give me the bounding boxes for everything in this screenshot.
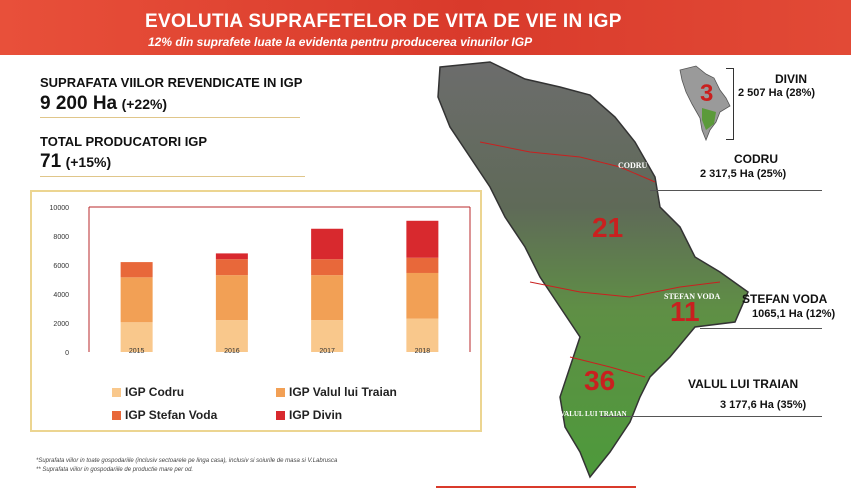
producers-value: 71 bbox=[40, 151, 62, 172]
producers-kpi-label: TOTAL PRODUCATORI IGP bbox=[40, 134, 208, 149]
map-number-valul-lui-traian: 36 bbox=[584, 365, 616, 396]
bar-segment bbox=[406, 272, 439, 319]
y-tick-label: 0 bbox=[65, 350, 69, 357]
y-tick-label: 2000 bbox=[53, 321, 69, 328]
footnote: ** Suprafata viilor in gospodariile de p… bbox=[36, 467, 194, 473]
map-number-stefan-voda: 11 bbox=[670, 296, 700, 327]
legend-label: IGP Divin bbox=[289, 408, 343, 422]
bar-segment bbox=[406, 257, 439, 273]
moldova-map bbox=[437, 61, 749, 479]
x-tick-label: 2017 bbox=[319, 348, 335, 355]
bar-segment bbox=[406, 318, 439, 352]
bar-segment bbox=[215, 253, 248, 260]
area-kpi-value: 9 200 Ha (+22%) bbox=[40, 93, 167, 115]
map-number-divin: 3 bbox=[700, 80, 714, 107]
bottom-accent bbox=[436, 486, 636, 488]
legend-label: IGP Codru bbox=[125, 385, 185, 399]
region-name-codru: CODRU bbox=[734, 152, 778, 166]
producers-kpi-value: 71 (+15%) bbox=[40, 151, 111, 173]
bar-segment bbox=[406, 220, 439, 258]
legend-swatch bbox=[112, 387, 121, 397]
region-line-stefan-voda bbox=[700, 328, 822, 329]
legend-label: IGP Stefan Voda bbox=[125, 408, 218, 422]
legend-item-valul-lui-traian: IGP Valul lui Traian bbox=[276, 385, 397, 399]
page-subtitle: 12% din suprafete luate la evidenta pent… bbox=[148, 35, 533, 49]
region-border bbox=[569, 356, 646, 378]
inset-country-shape bbox=[679, 65, 731, 142]
y-tick-label: 6000 bbox=[53, 263, 69, 270]
legend-item-codru: IGP Codru bbox=[112, 385, 184, 399]
bar-segment bbox=[215, 275, 248, 321]
map-number-codru: 21 bbox=[592, 212, 624, 243]
y-tick-label: 10000 bbox=[50, 205, 70, 212]
bar-segment bbox=[215, 259, 248, 276]
inset-divin-region bbox=[702, 108, 716, 130]
legend-label: IGP Valul lui Traian bbox=[289, 385, 397, 399]
divin-inset-map bbox=[679, 65, 731, 142]
region-area-valul-lui-traian: 3 177,6 Ha (35%) bbox=[720, 399, 807, 411]
region-area-codru: 2 317,5 Ha (25%) bbox=[700, 168, 787, 180]
bar-segment bbox=[311, 320, 344, 352]
legend-swatch bbox=[276, 410, 285, 420]
region-name-divin: DIVIN bbox=[775, 72, 808, 86]
region-area-stefan-voda: 1065,1 Ha (12%) bbox=[752, 308, 836, 320]
area-kpi-label: SUPRAFATA VIILOR REVENDICATE IN IGP bbox=[40, 75, 303, 90]
legend-swatch bbox=[112, 410, 121, 420]
region-border bbox=[479, 141, 656, 183]
region-name-valul-lui-traian: VALUL LUI TRAIAN bbox=[688, 377, 799, 391]
bar-segment bbox=[311, 228, 344, 260]
y-tick-label: 8000 bbox=[53, 234, 69, 241]
country-shape bbox=[437, 61, 749, 479]
inset-bracket bbox=[726, 68, 734, 140]
chart-container: 0 2000 4000 6000 8000 10000 2015 2016 2017 2018 bbox=[30, 190, 482, 432]
footnote: *Suprafata viilor in toate gospodariile … bbox=[36, 458, 338, 464]
x-tick-label: 2018 bbox=[415, 348, 431, 355]
legend-item-divin: IGP Divin bbox=[276, 408, 342, 422]
map-label-stefan-voda: STEFAN VODA bbox=[664, 292, 721, 301]
map-label-codru: CODRU bbox=[618, 161, 648, 170]
region-name-stefan-voda: STEFAN VODA bbox=[742, 292, 828, 306]
header-banner: EVOLUTIA SUPRAFETELOR DE VITA DE VIE IN … bbox=[0, 0, 851, 55]
bar-segment bbox=[120, 322, 153, 352]
region-border bbox=[529, 281, 721, 298]
page-title: EVOLUTIA SUPRAFETELOR DE VITA DE VIE IN … bbox=[145, 11, 622, 32]
region-line-codru bbox=[650, 190, 822, 191]
area-value: 9 200 Ha bbox=[40, 93, 118, 114]
map-label-valul-lui-traian: VALUL LUI TRAIAN bbox=[560, 410, 627, 418]
x-tick-label: 2015 bbox=[129, 348, 145, 355]
kpi-divider bbox=[40, 176, 305, 177]
kpi-divider bbox=[40, 117, 300, 118]
bar-segment bbox=[311, 275, 344, 321]
region-area-divin: 2 507 Ha (28%) bbox=[738, 87, 816, 99]
bar-segment bbox=[311, 259, 344, 276]
legend-swatch bbox=[276, 387, 285, 397]
area-change: (+22%) bbox=[121, 96, 168, 112]
bar-segment bbox=[215, 320, 248, 352]
bar-segment bbox=[120, 262, 153, 278]
region-line-valul-lui-traian bbox=[600, 416, 822, 417]
legend-item-stefan-voda: IGP Stefan Voda bbox=[112, 408, 217, 422]
x-tick-label: 2016 bbox=[224, 348, 240, 355]
bar-segment bbox=[120, 277, 153, 323]
producers-change: (+15%) bbox=[65, 154, 112, 170]
stacked-bar-chart: 0 2000 4000 6000 8000 10000 2015 2016 2017 2018 bbox=[50, 205, 471, 357]
y-tick-label: 4000 bbox=[53, 292, 69, 299]
